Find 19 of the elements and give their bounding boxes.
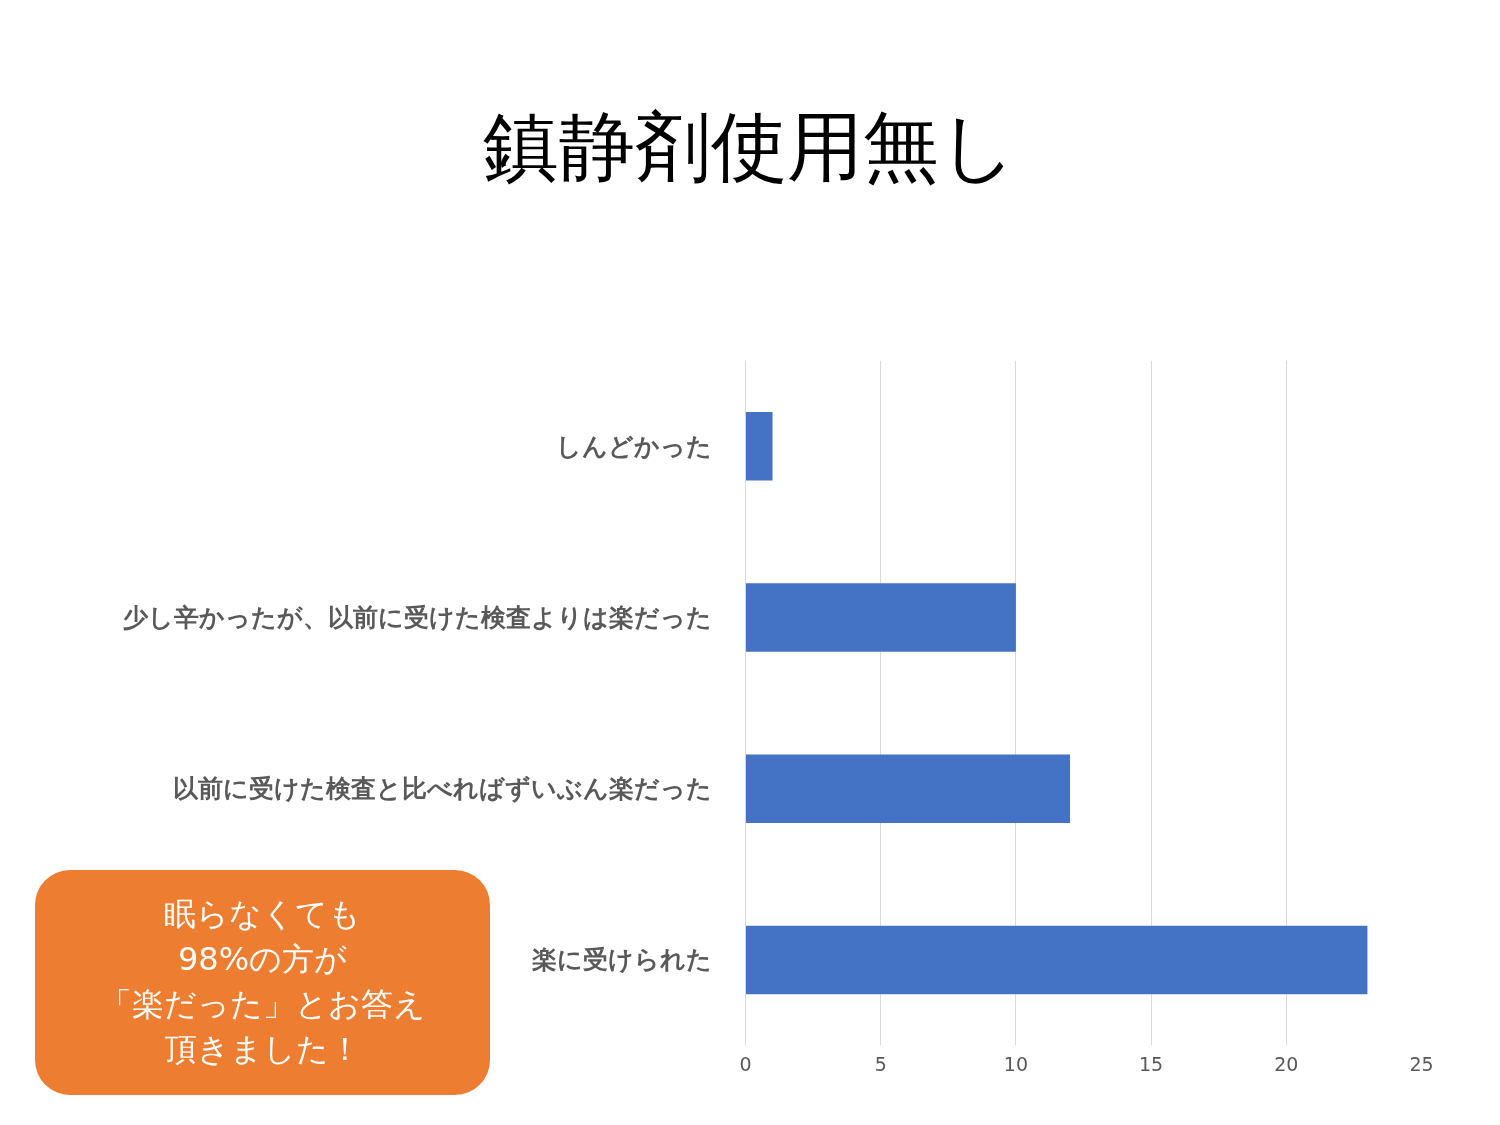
- chart-title: 鎮静剤使用無し: [482, 101, 1018, 191]
- bar: [745, 754, 1070, 823]
- text: 眠らなくても: [163, 894, 362, 935]
- bar: [745, 411, 773, 481]
- bar: [745, 583, 1016, 652]
- y-tick-label: 楽に受けられた: [530, 945, 712, 975]
- bar: [745, 925, 1368, 995]
- text: 頂きました！: [163, 1029, 362, 1070]
- text: 98%の方が: [176, 939, 349, 980]
- x-tick-label: 5: [874, 1052, 887, 1075]
- y-tick-label: 以前に受けた検査と比べればずいぶん楽だった: [172, 774, 712, 804]
- x-tick-label: 0: [739, 1052, 752, 1075]
- x-tick-label: 25: [1409, 1052, 1434, 1075]
- x-tick-label: 20: [1274, 1052, 1299, 1075]
- y-tick-label: 少し辛かったが、以前に受けた検査よりは楽だった: [122, 602, 712, 632]
- x-tick-label: 15: [1139, 1052, 1164, 1075]
- y-tick-label: しんどかった: [555, 431, 712, 461]
- text: 「楽だった」とお答え: [98, 984, 427, 1025]
- x-tick-label: 10: [1003, 1052, 1028, 1075]
